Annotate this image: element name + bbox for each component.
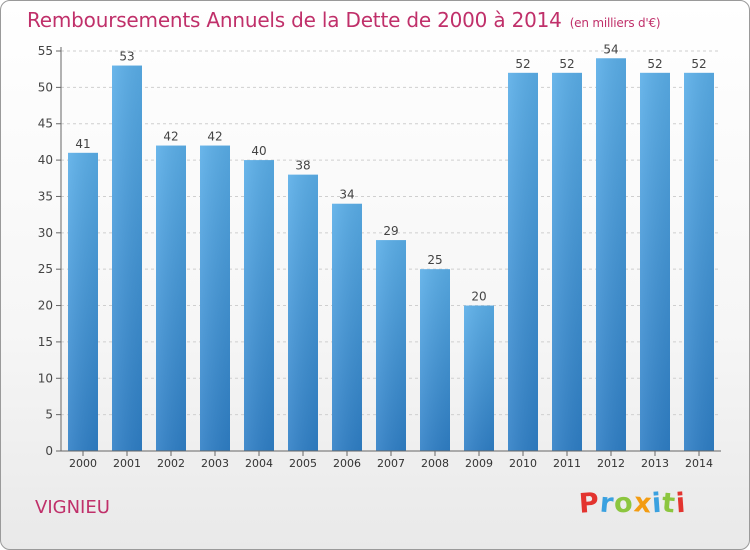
data-label-2011: 52	[559, 57, 574, 71]
bar-shade	[68, 152, 98, 451]
bar-shade	[684, 72, 714, 452]
data-label-2014: 52	[691, 57, 706, 71]
data-label-2001: 53	[119, 50, 134, 64]
bar-shade	[508, 72, 538, 452]
data-label-2006: 34	[339, 188, 354, 202]
bar-shade	[112, 65, 142, 451]
x-tick-label: 2011	[553, 457, 581, 470]
logo-letter: P	[577, 487, 601, 520]
data-label-2002: 42	[163, 130, 178, 144]
x-tick-label: 2007	[377, 457, 405, 470]
x-tick-label: 2014	[685, 457, 713, 470]
data-label-2003: 42	[207, 130, 222, 144]
x-tick-label: 2003	[201, 457, 229, 470]
data-label-2007: 29	[383, 224, 398, 238]
bars: 41 53 42 42 40 38 34 29 25 20 52 52 54 52 52	[68, 42, 714, 452]
x-tick-label: 2005	[289, 457, 317, 470]
bar-shade	[376, 240, 406, 451]
y-tick-label: 45	[38, 117, 53, 131]
data-label-2005: 38	[295, 159, 310, 173]
y-tick-label: 5	[45, 408, 53, 422]
data-label-2008: 25	[427, 253, 442, 267]
logo-letter: i	[675, 487, 688, 520]
y-tick-label: 0	[45, 444, 53, 458]
data-label-2010: 52	[515, 57, 530, 71]
bar-shade	[332, 203, 362, 451]
y-tick-label: 25	[38, 262, 53, 276]
y-tick-label: 50	[38, 80, 53, 94]
data-label-2012: 54	[603, 42, 618, 56]
commune-name: VIGNIEU	[35, 497, 110, 518]
bar-shade	[244, 160, 274, 451]
proxiti-logo: Proxiti	[577, 487, 688, 520]
chart-title: Remboursements Annuels de la Dette de 20…	[27, 8, 661, 32]
bar-shade	[200, 145, 230, 451]
bar-shade	[156, 145, 186, 451]
x-tick-label: 2001	[113, 457, 141, 470]
x-tick-label: 2006	[333, 457, 361, 470]
x-tick-label: 2004	[245, 457, 273, 470]
y-tick-label: 55	[38, 44, 53, 58]
axes: 0 5 10 15 20 25 30 35 40 45 50 55 2000 2001 2002 2003 20…	[38, 44, 721, 470]
x-tick-label: 2012	[597, 457, 625, 470]
data-label-2013: 52	[647, 57, 662, 71]
chart-unit: (en milliers d'€)	[569, 16, 661, 30]
y-tick-label: 35	[38, 189, 53, 203]
bar-shade	[552, 72, 582, 452]
data-label-2009: 20	[471, 290, 486, 304]
data-label-2000: 41	[75, 137, 90, 151]
logo-letter: o	[613, 487, 635, 520]
data-label-2004: 40	[251, 144, 266, 158]
bar-shade	[464, 305, 494, 451]
x-tick-label: 2013	[641, 457, 669, 470]
y-tick-label: 30	[38, 226, 53, 240]
chart-title-text: Remboursements Annuels de la Dette de 20…	[27, 8, 562, 32]
y-tick-label: 15	[38, 335, 53, 349]
bar-shade	[420, 269, 450, 451]
bar-shade	[288, 174, 318, 452]
x-tick-label: 2010	[509, 457, 537, 470]
y-tick-label: 20	[38, 299, 53, 313]
bar-shade	[596, 58, 626, 451]
x-tick-label: 2000	[69, 457, 97, 470]
y-tick-label: 10	[38, 371, 53, 385]
x-tick-label: 2008	[421, 457, 449, 470]
bar-shade	[640, 72, 670, 452]
x-tick-label: 2002	[157, 457, 185, 470]
y-tick-label: 40	[38, 153, 53, 167]
x-tick-label: 2009	[465, 457, 493, 470]
